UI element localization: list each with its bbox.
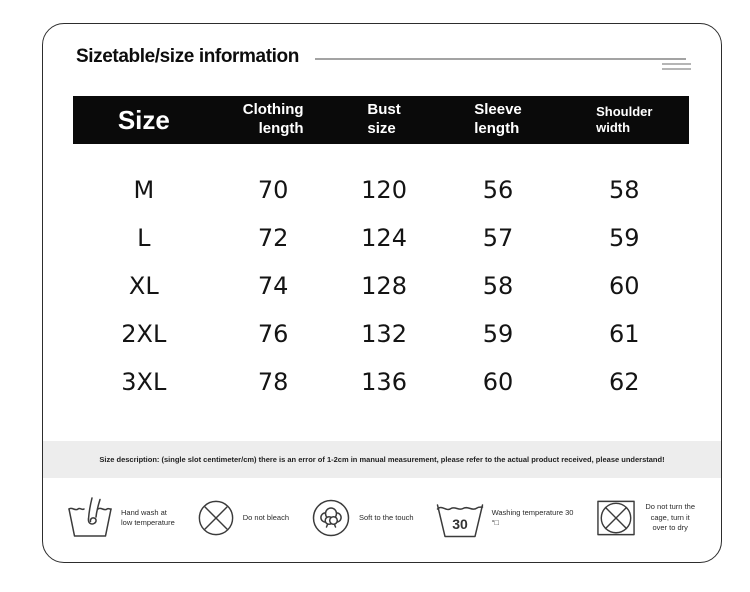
size-info-card: Sizetable/size information Size Clothing… (42, 23, 722, 563)
size-value: 3XL (121, 368, 167, 396)
care-item-hand-wash: Hand wash at low temperature (67, 497, 175, 539)
header-label: Size (117, 105, 170, 135)
header-label: Clothing (242, 101, 304, 119)
shoulder-width-value: 59 (609, 224, 640, 252)
table-row: M 70 120 56 58 (73, 166, 689, 214)
care-item-do-not-bleach: Do not bleach (197, 499, 289, 537)
sleeve-length-value: 59 (482, 320, 514, 348)
care-item-washing-temperature: 30 Washing temperature 30 °□ (436, 498, 574, 538)
column-header-clothing-length: Clothing length (215, 96, 332, 144)
column-header-shoulder-width: Shoulder width (560, 96, 689, 144)
care-item-label: Soft to the touch (358, 512, 414, 522)
bust-size-value: 120 (361, 176, 407, 204)
clothing-length-value: 76 (257, 320, 289, 348)
sleeve-length-value: 60 (482, 368, 514, 396)
clothing-length-value: 70 (257, 176, 289, 204)
care-instructions-row: Hand wash at low temperature Do not blea… (43, 486, 721, 550)
soft-touch-icon (312, 499, 350, 537)
shoulder-width-value: 61 (609, 320, 640, 348)
clothing-length-value: 78 (257, 368, 289, 396)
table-row: L 72 124 57 59 (73, 214, 689, 262)
shoulder-width-value: 62 (609, 368, 640, 396)
sleeve-length-value: 57 (482, 224, 514, 252)
bust-size-value: 124 (361, 224, 407, 252)
do-not-tumble-dry-icon (597, 500, 636, 536)
column-header-size: Size (73, 96, 215, 144)
hand-wash-icon (68, 497, 112, 537)
header-label: Shoulder (596, 103, 653, 119)
shoulder-width-value: 60 (609, 272, 640, 300)
bust-size-value: 132 (361, 320, 407, 348)
care-item-label: Washing temperature 30 °□ (491, 507, 574, 528)
table-row: 2XL 76 132 59 61 (73, 310, 689, 358)
table-row: XL 74 128 58 60 (73, 262, 689, 310)
header-label: Bust (367, 101, 401, 119)
page-title: Sizetable/size information (76, 46, 299, 67)
washing-temperature-icon: 30 (436, 504, 483, 538)
divider-accent-line (662, 68, 691, 70)
clothing-length-value: 72 (257, 224, 289, 252)
table-header-row: Size Clothing length Bust size Sleeve lengt… (73, 96, 689, 144)
care-item-label: Do not turn the cage, turn it over to dr… (645, 502, 695, 533)
size-table-body: M 70 120 56 58 L 72 124 57 59 XL 74 128 … (73, 166, 689, 406)
size-value: L (137, 224, 151, 252)
header-label: length (474, 120, 520, 137)
care-item-soft-touch: Soft to the touch (311, 498, 414, 538)
sleeve-length-value: 56 (482, 176, 514, 204)
divider-accent-line (662, 63, 691, 65)
table-row: 3XL 78 136 60 62 (73, 358, 689, 406)
care-item-do-not-tumble-dry: Do not turn the cage, turn it over to dr… (595, 499, 695, 537)
size-description-bar: Size description: (single slot centimete… (43, 441, 721, 478)
column-header-bust-size: Bust size (332, 96, 437, 144)
sleeve-length-value: 58 (482, 272, 514, 300)
size-value: 2XL (121, 320, 167, 348)
bust-size-value: 128 (361, 272, 407, 300)
size-value: XL (128, 272, 159, 300)
clothing-length-value: 74 (257, 272, 289, 300)
care-item-label: Hand wash at low temperature (121, 507, 175, 528)
wash-temperature-value: 30 (452, 516, 468, 532)
do-not-bleach-icon (198, 500, 234, 536)
header-label: size (367, 120, 396, 137)
title-divider-line (315, 58, 686, 60)
shoulder-width-value: 58 (609, 176, 640, 204)
header-label: Sleeve (474, 101, 522, 119)
bust-size-value: 136 (361, 368, 407, 396)
care-item-label: Do not bleach (242, 512, 290, 522)
size-description-text: Size description: (single slot centimete… (99, 455, 665, 464)
column-header-sleeve-length: Sleeve length (436, 96, 559, 144)
header-label: length (258, 120, 304, 137)
header-label: width (596, 120, 631, 135)
size-value: M (133, 176, 155, 204)
